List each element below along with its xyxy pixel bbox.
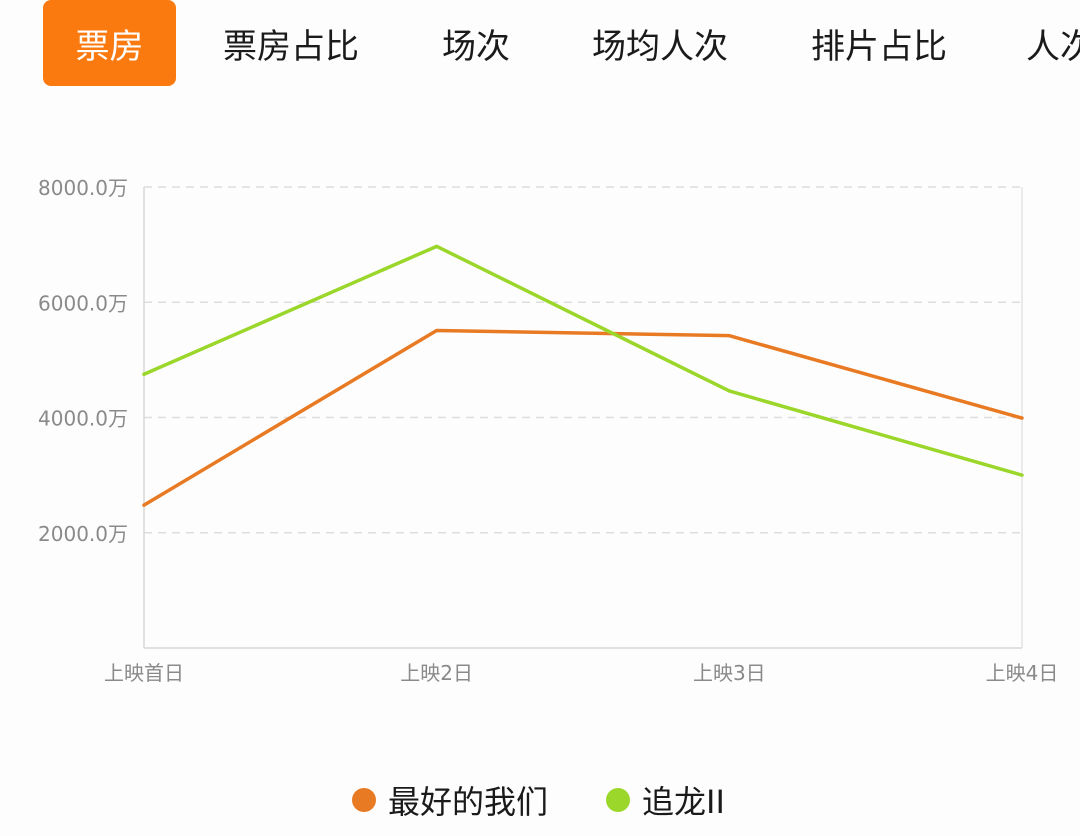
chart-series — [142, 244, 1024, 507]
data-point-series-2 — [142, 372, 146, 376]
data-point-series-1 — [435, 328, 439, 332]
legend-label-series-1: 最好的我们 — [388, 783, 549, 821]
series-line-2 — [142, 244, 1024, 477]
x-axis-tick-labels: 上映首日 上映2日 上映3日 上映4日 — [104, 661, 1058, 685]
data-point-series-2 — [435, 244, 439, 248]
y-tick-label: 8000.0万 — [38, 176, 128, 200]
y-tick-label: 4000.0万 — [38, 407, 128, 431]
data-point-series-1 — [1020, 416, 1024, 420]
x-tick-label: 上映3日 — [693, 661, 766, 685]
tab-avg-attendance[interactable]: 场均人次 — [592, 26, 728, 67]
tab-screenings[interactable]: 场次 — [442, 26, 510, 67]
y-tick-label: 2000.0万 — [38, 522, 128, 546]
series-line-1 — [142, 328, 1024, 507]
tab-screening-share[interactable]: 排片占比 — [811, 26, 947, 67]
data-point-series-1 — [142, 503, 146, 507]
chart-legend: 最好的我们 追龙II — [0, 778, 1080, 822]
y-axis-tick-labels: 2000.0万 4000.0万 6000.0万 8000.0万 — [38, 176, 128, 546]
data-point-series-2 — [727, 389, 731, 393]
metric-tab-bar: 票房 票房占比 场次 场均人次 排片占比 人次 — [0, 0, 1080, 100]
y-tick-label: 6000.0万 — [38, 291, 128, 315]
legend-label-series-2: 追龙II — [642, 783, 725, 821]
x-tick-label: 上映首日 — [104, 661, 184, 685]
legend-dot-series-1 — [352, 788, 376, 812]
tab-attendance[interactable]: 人次 — [1026, 26, 1080, 67]
data-point-series-2 — [1020, 473, 1024, 477]
legend-dot-series-2 — [606, 788, 630, 812]
x-tick-label: 上映4日 — [986, 661, 1059, 685]
legend-item-series-1[interactable]: 最好的我们 — [352, 778, 548, 822]
chart-grid — [144, 186, 1022, 534]
tab-box-office[interactable]: 票房 — [43, 0, 176, 86]
x-tick-label: 上映2日 — [400, 661, 473, 685]
legend-item-series-2[interactable]: 追龙II — [606, 778, 725, 822]
tab-box-office-share[interactable]: 票房占比 — [223, 26, 359, 67]
box-office-line-chart: 2000.0万 4000.0万 6000.0万 8000.0万 上映首日 上映2日 上映3… — [38, 176, 1058, 685]
data-point-series-1 — [727, 334, 731, 338]
